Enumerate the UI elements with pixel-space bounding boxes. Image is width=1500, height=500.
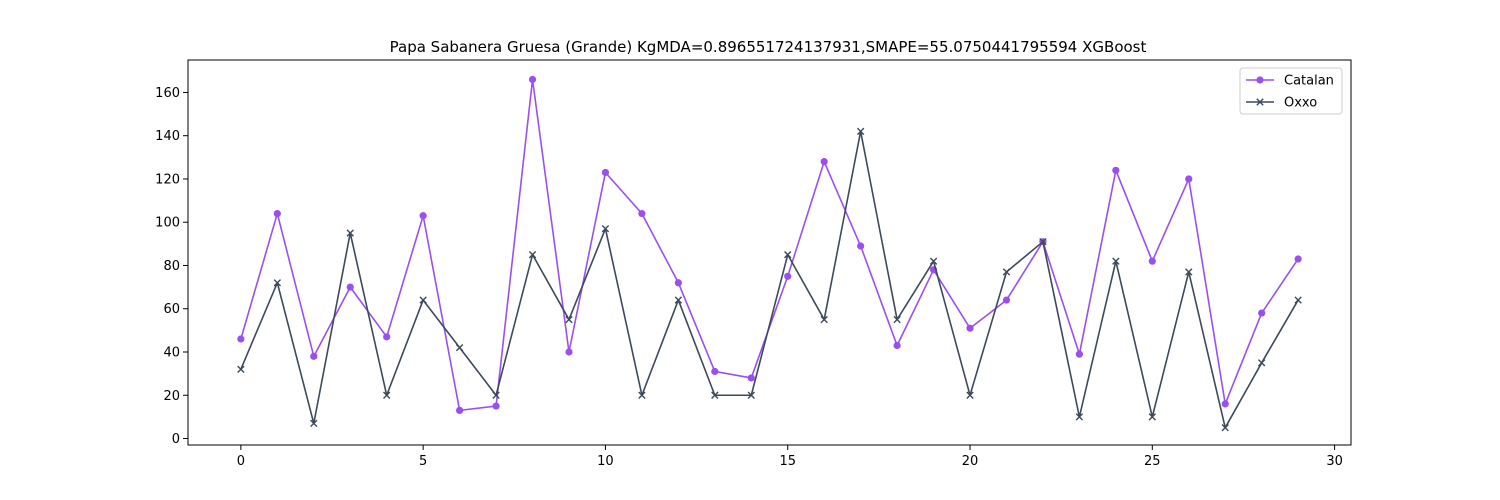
data-point-oxxo (601, 225, 610, 233)
series-layer (237, 75, 1302, 432)
data-point-oxxo (1257, 359, 1266, 367)
data-point-catalan (893, 341, 901, 350)
data-point-oxxo (1002, 268, 1011, 276)
data-point-oxxo (1112, 257, 1120, 265)
x-tick-label: 0 (237, 454, 245, 469)
data-point-oxxo (784, 250, 792, 259)
data-point-catalan (1294, 255, 1302, 263)
data-point-oxxo (273, 279, 282, 287)
data-point-catalan (1002, 296, 1011, 304)
legend-label-catalan: Catalan (1284, 74, 1334, 89)
y-tick-label: 160 (155, 86, 180, 101)
y-tick-label: 20 (163, 389, 180, 404)
data-point-catalan (273, 209, 281, 218)
x-tick-label: 30 (1326, 454, 1343, 469)
data-point-oxxo (820, 315, 828, 324)
x-tick-label: 10 (597, 454, 614, 469)
y-tick-label: 40 (163, 345, 180, 360)
data-point-catalan (1258, 309, 1266, 317)
data-point-catalan (711, 367, 719, 376)
data-point-oxxo (1148, 413, 1157, 421)
y-tick-label: 0 (172, 432, 180, 447)
y-tick-label: 60 (163, 302, 180, 317)
data-point-catalan (492, 402, 500, 410)
data-point-catalan (857, 242, 865, 250)
data-point-oxxo (674, 296, 683, 304)
data-point-catalan (237, 335, 245, 343)
data-point-catalan (565, 348, 573, 356)
data-point-oxxo (747, 391, 755, 399)
data-point-catalan (310, 352, 318, 360)
data-point-oxxo (492, 391, 500, 399)
data-point-oxxo (1185, 268, 1193, 276)
data-point-catalan (784, 272, 792, 280)
legend-marker-oxxo (1256, 98, 1264, 106)
x-tick-label: 5 (419, 454, 427, 469)
data-point-catalan (966, 324, 974, 332)
data-point-catalan (820, 158, 828, 166)
y-tick-label: 100 (155, 216, 180, 231)
series-line-oxxo (240, 130, 1299, 429)
data-point-catalan (1148, 257, 1156, 265)
data-point-oxxo (929, 257, 938, 265)
data-point-catalan (638, 209, 646, 218)
data-point-oxxo (1294, 296, 1302, 304)
data-point-oxxo (856, 127, 865, 136)
data-point-catalan (1221, 400, 1229, 408)
data-point-catalan (1075, 350, 1083, 358)
data-point-oxxo (638, 391, 646, 399)
data-point-oxxo (966, 391, 974, 399)
data-point-oxxo (382, 391, 391, 399)
axes: 0 5 10 15 20 25 30 0 20 40 60 80 100 120 140 160 (155, 59, 1352, 469)
data-point-oxxo (1039, 237, 1047, 246)
data-point-oxxo (310, 419, 318, 428)
y-tick-label: 120 (155, 172, 180, 187)
series-catalan (237, 75, 1302, 414)
data-point-oxxo (528, 250, 537, 259)
data-point-oxxo (1075, 413, 1084, 421)
chart-title: Papa Sabanera Gruesa (Grande) KgMDA=0.89… (390, 38, 1147, 56)
data-point-oxxo (346, 229, 354, 237)
plot-frame (187, 59, 1352, 446)
data-point-catalan (1185, 175, 1193, 183)
data-point-oxxo (565, 315, 573, 324)
data-point-oxxo (1221, 424, 1229, 432)
data-point-catalan (346, 283, 354, 291)
x-tick-label: 20 (962, 454, 979, 469)
data-point-catalan (383, 333, 391, 341)
data-point-oxxo (711, 391, 719, 399)
data-point-catalan (456, 406, 464, 414)
y-tick-label: 80 (163, 259, 180, 274)
x-tick-label: 25 (1144, 454, 1161, 469)
data-point-catalan (747, 374, 755, 382)
data-point-catalan (1112, 166, 1120, 174)
data-point-catalan (601, 168, 610, 177)
data-point-oxxo (237, 365, 245, 373)
legend-marker-catalan (1256, 76, 1264, 84)
data-point-oxxo (455, 343, 464, 352)
legend-label-oxxo: Oxxo (1284, 96, 1317, 111)
x-tick-label: 15 (779, 454, 796, 469)
data-point-oxxo (893, 315, 901, 324)
y-tick-label: 140 (155, 129, 180, 144)
series-oxxo (237, 127, 1302, 432)
data-point-oxxo (419, 296, 427, 304)
legend: Catalan Oxxo (1239, 67, 1343, 115)
data-point-catalan (419, 212, 427, 220)
data-point-catalan (674, 279, 682, 287)
data-point-catalan (528, 75, 537, 84)
